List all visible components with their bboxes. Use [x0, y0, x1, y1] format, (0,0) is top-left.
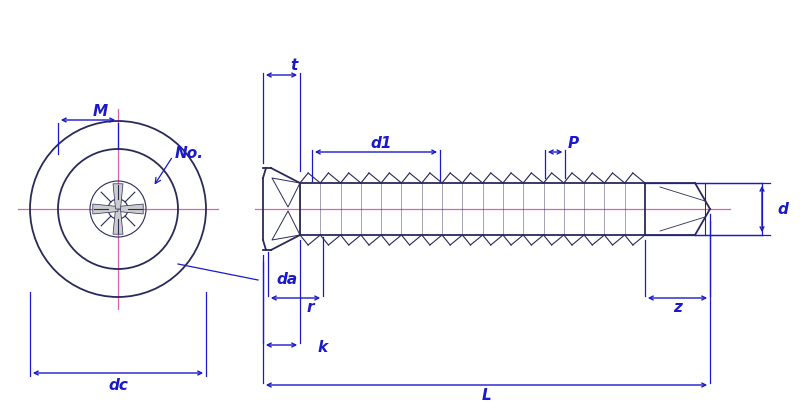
Polygon shape: [118, 204, 143, 214]
Text: No.: No.: [175, 145, 204, 161]
Polygon shape: [113, 209, 123, 234]
Text: z: z: [673, 301, 682, 316]
Text: da: da: [276, 273, 297, 288]
Polygon shape: [93, 204, 118, 214]
Text: t: t: [290, 59, 297, 74]
Polygon shape: [113, 184, 123, 209]
Text: L: L: [482, 387, 491, 403]
Text: r: r: [306, 301, 314, 316]
Text: d1: d1: [370, 135, 392, 150]
Text: P: P: [567, 135, 578, 150]
Text: k: k: [318, 339, 328, 354]
Text: M: M: [93, 104, 107, 120]
Text: dc: dc: [108, 377, 128, 393]
Text: d: d: [777, 201, 788, 217]
